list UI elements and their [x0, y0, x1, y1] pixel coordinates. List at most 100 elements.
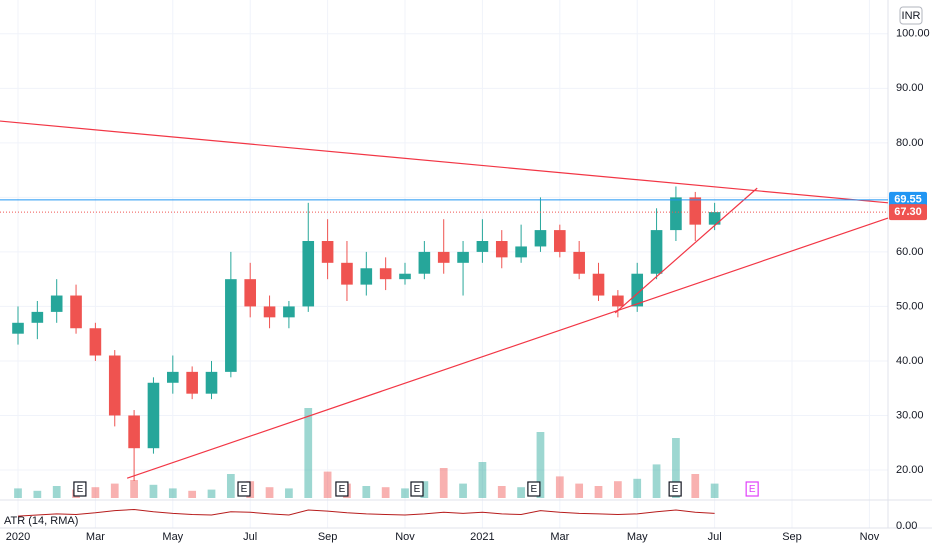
volume-bar [555, 476, 564, 498]
x-tick-label: Mar [550, 531, 569, 543]
candle-body [457, 251, 469, 263]
atr-label: ATR (14, RMA) [4, 515, 78, 527]
candle-body [631, 273, 644, 307]
volume-bar [304, 408, 313, 498]
event-label: E [241, 484, 248, 495]
candle-body [70, 295, 82, 329]
y-tick-label: 90.00 [896, 82, 924, 94]
volume-bar [110, 483, 119, 498]
x-tick-label: Nov [395, 531, 415, 543]
volume-bar [323, 471, 332, 498]
event-label: E [339, 484, 346, 495]
candle-body [31, 311, 44, 323]
currency-label: INR [902, 10, 921, 22]
y-tick-label: 60.00 [896, 246, 924, 258]
trend-line [614, 187, 758, 314]
trend-line [126, 217, 889, 479]
x-tick-label: May [162, 531, 183, 543]
event-marker [668, 481, 682, 497]
candle-body [708, 212, 721, 225]
event-label: E [672, 484, 679, 495]
volume-bar [459, 483, 467, 498]
candle-body [650, 230, 663, 274]
atr-line [17, 508, 715, 517]
candle-body [554, 230, 566, 252]
volume-bar [130, 480, 138, 498]
volume-bar [52, 486, 61, 498]
volume-bar [633, 478, 642, 498]
x-tick-label: Jul [708, 531, 722, 543]
x-tick-label: May [627, 531, 648, 543]
volume-bar [362, 486, 371, 498]
trend-line [0, 120, 889, 204]
candle-body [108, 355, 121, 416]
candle-body [670, 197, 682, 231]
volume-bar [536, 432, 545, 498]
x-tick-label: 2020 [6, 531, 30, 543]
candle-body [12, 322, 24, 334]
candle-body [283, 306, 295, 318]
price-label: 69.55 [894, 194, 922, 206]
volume-bar [439, 468, 448, 498]
candle-body [244, 279, 257, 307]
event-marker [410, 481, 424, 497]
y-tick-label: 40.00 [896, 355, 924, 367]
event-marker [335, 481, 349, 497]
currency-box[interactable] [899, 6, 923, 25]
volume-bar [401, 488, 409, 498]
volume-bar [594, 486, 603, 498]
event-label: E [749, 484, 756, 495]
volume-bar [265, 487, 274, 498]
candle-body [50, 295, 63, 312]
candle-body [341, 262, 353, 285]
volume-bar [613, 481, 622, 498]
candle-body [612, 295, 624, 307]
candle-body [225, 279, 237, 372]
volume-bar [497, 486, 506, 498]
candle-body [263, 306, 276, 318]
y-tick-label: 100.00 [896, 28, 930, 40]
volume-bar [149, 484, 158, 498]
candle-body [89, 328, 102, 356]
candle-body [592, 273, 605, 296]
x-tick-label: Mar [86, 531, 105, 543]
candle-body [515, 246, 527, 258]
candle-body [205, 371, 218, 394]
volume-bar [168, 488, 177, 498]
candle-body [437, 251, 450, 263]
x-tick-label: Sep [318, 531, 338, 543]
volume-bar [691, 474, 700, 498]
volume-bar [575, 483, 584, 498]
volume-bar [420, 481, 429, 498]
candle-body [147, 382, 160, 449]
volume-bar [14, 488, 22, 498]
x-tick-label: Sep [782, 531, 802, 543]
event-marker [745, 481, 759, 497]
volume-bar [207, 489, 216, 498]
x-tick-label: Jul [243, 531, 257, 543]
candle-body [166, 371, 179, 383]
y-tick-label: 50.00 [896, 300, 924, 312]
event-marker [527, 481, 541, 497]
x-tick-label: 2021 [470, 531, 494, 543]
candle-body [186, 371, 198, 394]
volume-bar [672, 438, 680, 498]
candle-body [418, 251, 431, 274]
candle-body [573, 251, 585, 274]
volume-bar [226, 474, 235, 498]
y-tick-label: 80.00 [896, 137, 924, 149]
atr-tick-label: 0.00 [896, 520, 917, 532]
candle-body [321, 241, 334, 263]
candle-body [379, 268, 392, 280]
volume-bar [188, 490, 197, 498]
y-tick-label: 30.00 [896, 409, 924, 421]
candle-body [476, 241, 489, 252]
event-marker [73, 481, 87, 497]
volume-bar [381, 487, 390, 498]
event-label: E [531, 484, 538, 495]
volume-bar [652, 464, 661, 498]
price-label-box [889, 204, 927, 221]
event-marker [237, 481, 251, 497]
price-label: 67.30 [894, 206, 922, 218]
candle-body [399, 273, 411, 280]
